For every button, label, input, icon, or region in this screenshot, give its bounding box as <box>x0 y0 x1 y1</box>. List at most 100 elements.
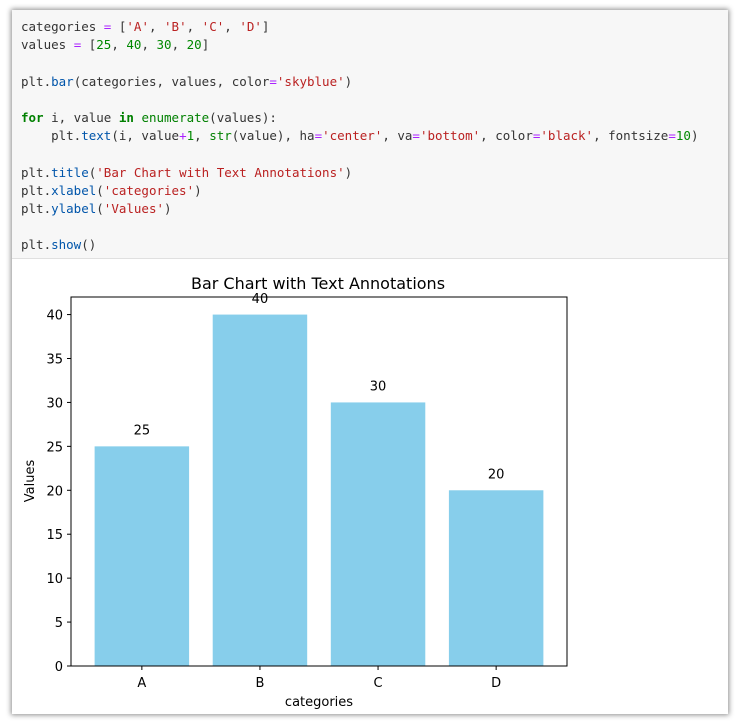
code-line: for i, value in enumerate(values): <box>21 109 698 127</box>
output-area: Bar Chart with Text Annotations 25 40 30 20… <box>12 259 728 714</box>
bar-A <box>94 446 190 666</box>
y-tick-label: 20 <box>46 484 63 499</box>
code-token: () <box>81 237 97 253</box>
code-token: = <box>412 128 420 144</box>
notebook-frame: categories = ['A', 'B', 'C', 'D'] values … <box>12 10 728 714</box>
code-token: 10 <box>675 128 691 144</box>
code-token: 'bottom' <box>419 128 481 144</box>
code-token: ( <box>96 182 104 198</box>
code-token: = <box>73 37 82 53</box>
code-token: bar <box>51 73 74 89</box>
code-token: 'B' <box>164 19 187 34</box>
code-token: for <box>21 109 44 125</box>
y-tick-label: 15 <box>46 528 63 543</box>
code-line: plt.title('Bar Chart with Text Annotatio… <box>21 164 698 182</box>
code-token: (categories, values, color <box>73 73 270 89</box>
bar-B <box>212 314 308 666</box>
axes-frame <box>70 296 568 667</box>
code-line <box>21 145 698 163</box>
code-line: values = [25, 40, 30, 20] <box>21 36 698 54</box>
code-token: str <box>209 128 232 144</box>
code-editor[interactable]: categories = ['A', 'B', 'C', 'D'] values … <box>21 18 698 254</box>
y-axis-label: Values <box>23 460 38 503</box>
code-token: , <box>194 128 210 144</box>
code-token: ] <box>201 37 210 53</box>
x-axis-label: categories <box>285 695 353 710</box>
x-tick-label: C <box>374 676 383 691</box>
code-cell[interactable]: categories = ['A', 'B', 'C', 'D'] values … <box>12 10 728 259</box>
code-token: plt. <box>21 128 82 144</box>
code-token: , <box>224 19 240 34</box>
code-token: 40 <box>126 37 142 53</box>
code-line: plt.xlabel('categories') <box>21 182 698 200</box>
code-token: 'A' <box>126 19 149 34</box>
code-token: [ <box>111 19 127 34</box>
code-token: (value), ha <box>231 128 315 144</box>
y-tick-label: 35 <box>46 353 63 368</box>
code-token: 'Values' <box>103 200 165 216</box>
code-line <box>21 54 698 72</box>
code-token: xlabel <box>51 182 97 198</box>
bar-chart: Bar Chart with Text Annotations 25 40 30 20… <box>23 274 568 710</box>
code-token: (i, value <box>111 128 180 144</box>
y-tick-label: 10 <box>46 572 63 587</box>
code-token: in <box>118 109 134 125</box>
code-token: ) <box>344 73 353 89</box>
code-token: plt. <box>21 164 52 180</box>
code-token: , fontsize <box>593 128 669 144</box>
data-label: 25 <box>134 424 151 439</box>
code-token: text <box>81 128 112 144</box>
x-tick-label: D <box>491 676 501 691</box>
code-token: 20 <box>186 37 202 53</box>
code-token: ) <box>194 182 202 198</box>
code-token: plt. <box>21 182 52 198</box>
code-line: plt.show() <box>21 236 698 254</box>
code-token: , <box>186 19 202 34</box>
code-token: 'center' <box>322 128 383 144</box>
y-tick-label: 40 <box>46 309 63 324</box>
chart-title: Bar Chart with Text Annotations <box>191 274 445 293</box>
code-token: categories <box>21 19 104 34</box>
code-token: enumerate <box>141 109 210 125</box>
code-token: plt. <box>21 73 52 89</box>
code-line: plt.ylabel('Values') <box>21 200 698 218</box>
code-token: , <box>171 37 187 53</box>
bar-C <box>330 402 426 666</box>
code-token: = <box>668 128 676 144</box>
code-token: ] <box>261 19 270 34</box>
code-token: 30 <box>156 37 172 53</box>
code-token: (values): <box>209 109 277 125</box>
y-tick-label: 30 <box>46 396 63 411</box>
code-token: ) <box>164 200 172 216</box>
code-token: [ <box>81 37 97 53</box>
y-tick-label: 0 <box>55 660 63 675</box>
code-token: show <box>51 237 82 253</box>
code-token: 'C' <box>201 19 225 34</box>
code-token: 'skyblue' <box>276 73 345 89</box>
code-token: , color <box>480 128 533 144</box>
code-token: 1 <box>186 128 195 144</box>
code-token: plt. <box>21 200 52 216</box>
code-token: = <box>314 128 323 144</box>
code-token: ) <box>344 164 353 180</box>
code-token: 'Bar Chart with Text Annotations' <box>96 164 345 180</box>
code-token: 'categories' <box>103 182 195 198</box>
code-token: + <box>179 128 187 144</box>
code-token: i, value <box>43 109 119 125</box>
code-line <box>21 218 698 236</box>
x-tick-label: B <box>255 676 264 691</box>
y-tick-label: 25 <box>46 440 63 455</box>
code-token: = <box>269 73 277 89</box>
code-token: plt. <box>21 237 52 253</box>
code-token: ( <box>88 164 97 180</box>
code-line <box>21 91 698 109</box>
x-tick-label: A <box>137 676 146 691</box>
code-token: = <box>532 128 541 144</box>
y-tick-label: 5 <box>55 616 63 631</box>
data-label: 30 <box>370 380 387 395</box>
code-token: , <box>111 37 127 53</box>
data-label: 20 <box>488 468 505 483</box>
code-token: ylabel <box>51 200 97 216</box>
code-token: 'D' <box>239 19 262 34</box>
data-label: 40 <box>252 292 269 307</box>
